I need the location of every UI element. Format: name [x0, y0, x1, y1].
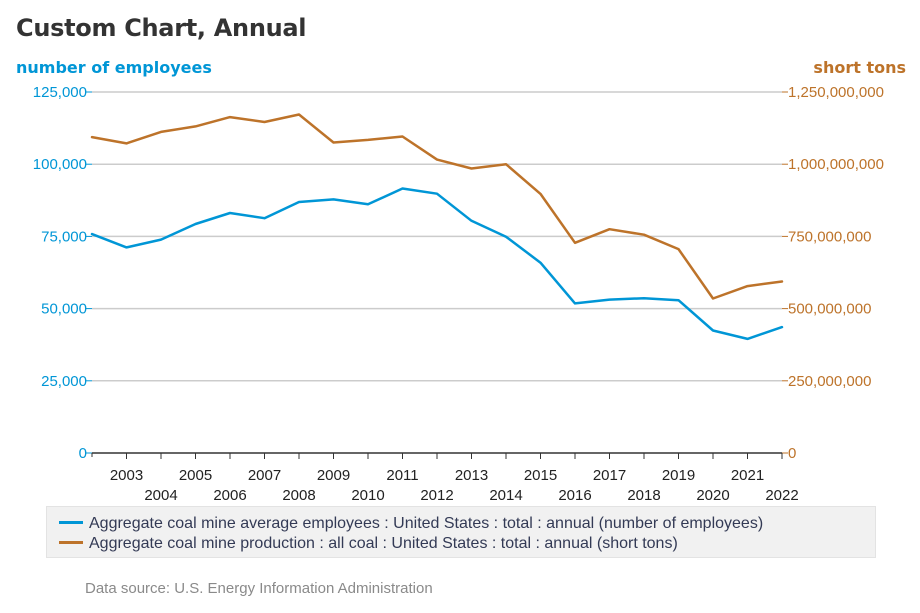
legend-item-production[interactable]: Aggregate coal mine production : all coa… — [59, 535, 678, 553]
data-point-production — [711, 296, 716, 301]
y-left-tick-label: 125,000 — [33, 84, 87, 101]
legend: Aggregate coal mine average employees : … — [46, 506, 876, 558]
data-point-production — [400, 134, 405, 139]
data-point-employees — [435, 191, 440, 196]
x-tick-label: 2020 — [696, 487, 729, 504]
data-point-production — [193, 124, 198, 129]
data-point-production — [504, 162, 509, 167]
right-axis-title: short tons — [813, 58, 906, 77]
data-point-employees — [124, 245, 129, 250]
data-point-production — [366, 137, 371, 142]
data-point-employees — [676, 298, 681, 303]
y-left-tick-label: 75,000 — [41, 228, 87, 245]
left-axis-title: number of employees — [16, 58, 212, 77]
x-tick-label: 2012 — [420, 487, 453, 504]
y-right-tick-label: 250,000,000 — [788, 373, 871, 390]
data-point-production — [124, 141, 129, 146]
data-point-employees — [469, 218, 474, 223]
x-tick-label: 2021 — [731, 467, 764, 484]
y-left-tick-label: 25,000 — [41, 373, 87, 390]
series-line-production — [90, 113, 784, 300]
data-point-employees — [297, 200, 302, 205]
y-right-tick-label: 750,000,000 — [788, 228, 871, 245]
data-point-employees — [642, 296, 647, 301]
x-tick-label: 2003 — [110, 467, 143, 484]
x-tick-label: 2016 — [558, 487, 591, 504]
legend-swatch-employees — [59, 521, 83, 525]
data-point-employees — [331, 197, 336, 202]
y-left-tick-label: 50,000 — [41, 301, 87, 318]
y-left-tick-label: 100,000 — [33, 156, 87, 173]
x-tick-label: 2004 — [144, 487, 177, 504]
data-point-production — [469, 166, 474, 171]
data-point-production — [780, 279, 785, 284]
data-point-employees — [711, 328, 716, 333]
legend-item-employees[interactable]: Aggregate coal mine average employees : … — [59, 515, 763, 533]
data-point-employees — [400, 186, 405, 191]
legend-swatch-production — [59, 541, 83, 545]
data-point-production — [745, 284, 750, 289]
x-tick-label: 2019 — [662, 467, 695, 484]
data-point-employees — [538, 260, 543, 265]
y-right-tick-label: 1,250,000,000 — [788, 84, 884, 101]
data-source: Data source: U.S. Energy Information Adm… — [85, 580, 433, 597]
x-tick-label: 2006 — [213, 487, 246, 504]
data-point-employees — [607, 297, 612, 302]
x-tick-label: 2014 — [489, 487, 522, 504]
data-point-production — [262, 120, 267, 125]
data-point-employees — [90, 232, 95, 237]
data-point-production — [607, 227, 612, 232]
chart-title: Custom Chart, Annual — [16, 14, 307, 42]
x-tick-label: 2009 — [317, 467, 350, 484]
data-point-employees — [228, 211, 233, 216]
data-point-employees — [745, 336, 750, 341]
data-point-production — [90, 135, 95, 140]
y-right-tick-label: 1,000,000,000 — [788, 156, 884, 173]
x-tick-label: 2017 — [593, 467, 626, 484]
data-point-employees — [573, 301, 578, 306]
data-point-employees — [780, 325, 785, 330]
x-tick-label: 2022 — [765, 487, 798, 504]
x-tick-label: 2005 — [179, 467, 212, 484]
series-line-employees — [90, 187, 784, 341]
data-point-employees — [159, 237, 164, 242]
x-tick-label: 2013 — [455, 467, 488, 484]
data-point-production — [676, 247, 681, 252]
y-left-tick-label: 0 — [79, 445, 87, 462]
data-point-employees — [504, 234, 509, 239]
data-point-employees — [193, 221, 198, 226]
x-tick-label: 2011 — [386, 467, 418, 484]
data-point-production — [331, 140, 336, 145]
data-point-production — [297, 112, 302, 117]
x-tick-label: 2018 — [627, 487, 660, 504]
data-point-production — [159, 129, 164, 134]
legend-label-employees: Aggregate coal mine average employees : … — [89, 515, 764, 532]
x-tick-label: 2010 — [351, 487, 384, 504]
y-right-tick-label: 0 — [788, 445, 796, 462]
data-point-employees — [366, 202, 371, 207]
y-right-tick-label: 500,000,000 — [788, 301, 871, 318]
data-point-production — [435, 157, 440, 162]
legend-label-production: Aggregate coal mine production : all coa… — [89, 535, 678, 552]
x-tick-label: 2015 — [524, 467, 557, 484]
data-point-production — [642, 232, 647, 237]
x-tick-label: 2007 — [248, 467, 281, 484]
data-point-production — [573, 240, 578, 245]
data-point-production — [538, 191, 543, 196]
data-point-employees — [262, 216, 267, 221]
data-point-production — [228, 115, 233, 120]
x-tick-label: 2008 — [282, 487, 315, 504]
